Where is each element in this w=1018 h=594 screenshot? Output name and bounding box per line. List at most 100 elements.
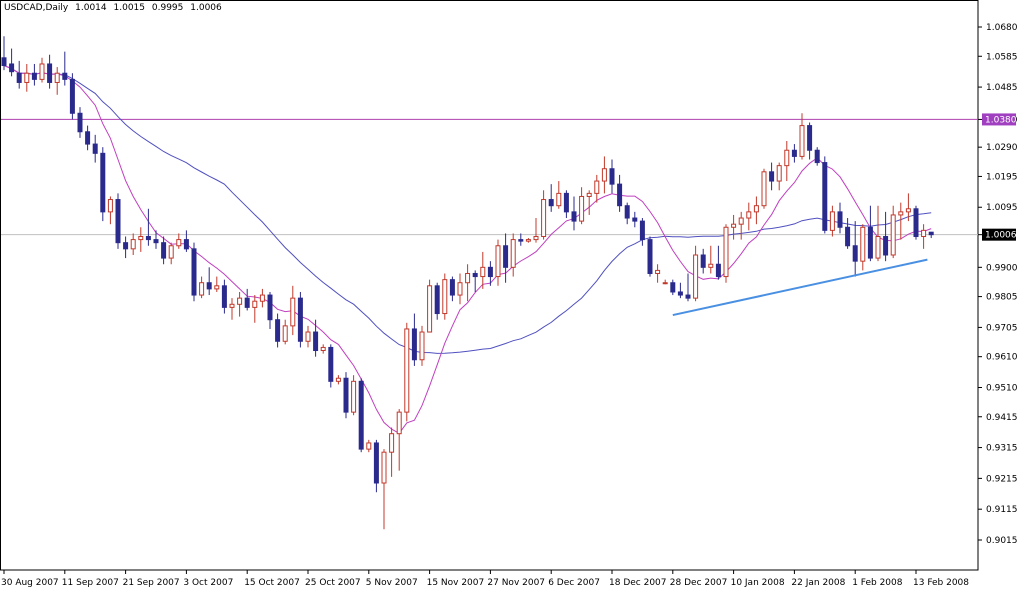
y-axis-label: 0.9805: [986, 293, 1018, 303]
bull-candle: [404, 328, 410, 413]
bull-candle: [24, 72, 30, 83]
y-axis-label: 1.0195: [986, 172, 1018, 182]
bear-candle: [769, 171, 775, 182]
bull-candle: [457, 282, 463, 296]
bear-candle: [852, 245, 858, 262]
bear-candle: [62, 72, 68, 80]
bear-candle: [183, 239, 189, 250]
x-axis-label: 11 Sep 2007: [62, 578, 119, 588]
bull-candle: [586, 192, 592, 197]
bull-candle: [579, 195, 585, 222]
bull-candle: [533, 236, 539, 241]
x-axis-label: 25 Oct 2007: [305, 578, 361, 588]
bear-candle: [343, 377, 349, 413]
x-axis-label: 18 Dec 2007: [609, 578, 667, 588]
bear-candle: [867, 226, 873, 259]
bull-candle: [199, 282, 205, 296]
x-axis-label: 22 Jan 2008: [791, 578, 845, 588]
bull-candle: [776, 165, 782, 182]
bull-candle: [921, 229, 927, 238]
bull-candle: [753, 205, 759, 213]
x-axis-label: 15 Nov 2007: [427, 578, 485, 588]
bear-candle: [791, 149, 797, 157]
symbol-timeframe: USDCAD,Daily: [4, 3, 69, 13]
bear-candle: [275, 319, 281, 342]
bear-candle: [31, 72, 37, 80]
y-axis-label: 1.0485: [986, 83, 1018, 93]
bear-candle: [16, 72, 22, 83]
bear-candle: [837, 211, 843, 228]
y-axis-label: 1.0290: [986, 143, 1018, 153]
bear-candle: [548, 199, 554, 207]
bear-candle: [571, 211, 577, 222]
bull-candle: [419, 331, 425, 361]
bull-candle: [130, 239, 136, 250]
y-axis-label: 0.9315: [986, 444, 1018, 454]
bull-candle: [252, 300, 258, 308]
bull-candle: [784, 149, 790, 167]
resistance-price-tag-bg: [982, 113, 1016, 126]
bull-candle: [480, 266, 486, 278]
bull-candle: [723, 226, 729, 278]
bear-candle: [563, 192, 569, 213]
bull-candle: [829, 211, 835, 231]
plot-frame: [0, 0, 979, 571]
symbol-header: USDCAD,Daily 1.0014 1.0015 0.9995 1.0006: [4, 3, 226, 13]
bear-candle: [297, 297, 303, 342]
y-axis-label: 0.9900: [986, 263, 1018, 273]
bear-candle: [700, 254, 706, 268]
bull-candle: [731, 223, 737, 228]
current-price-tag: 1.0006: [985, 231, 1017, 241]
bear-candle: [472, 272, 478, 278]
x-axis-label: 21 Sep 2007: [123, 578, 180, 588]
bear-candle: [913, 208, 919, 238]
bear-candle: [639, 220, 645, 241]
bull-candle: [427, 285, 433, 333]
bull-candle: [351, 380, 357, 413]
bull-candle: [39, 63, 45, 80]
y-axis-label: 0.9115: [986, 505, 1018, 515]
bear-candle: [100, 152, 106, 213]
bull-candle: [860, 226, 866, 262]
bear-candle: [1, 57, 7, 67]
bear-candle: [845, 226, 851, 247]
bull-candle: [138, 236, 144, 241]
x-axis-label: 27 Nov 2007: [487, 578, 545, 588]
bull-candle: [168, 245, 174, 259]
bull-candle: [541, 199, 547, 238]
bear-candle: [677, 291, 683, 296]
bear-candle: [244, 297, 250, 308]
slow-moving-average-line: [3, 65, 932, 354]
bull-candle: [761, 171, 767, 207]
bear-candle: [191, 248, 197, 296]
bear-candle: [685, 294, 691, 299]
bull-candle: [320, 346, 326, 352]
bear-candle: [221, 285, 227, 308]
y-axis-label: 1.0095: [986, 203, 1018, 213]
bear-candle: [487, 266, 493, 278]
bear-candle: [609, 168, 615, 185]
bear-candle: [518, 239, 524, 242]
bull-candle: [396, 411, 402, 435]
bear-candle: [77, 112, 83, 133]
bear-candle: [883, 236, 889, 256]
bull-candle: [229, 303, 235, 308]
x-axis-label: 5 Nov 2007: [366, 578, 418, 588]
bear-candle: [9, 63, 15, 73]
bull-candle: [662, 282, 668, 285]
bull-candle: [214, 285, 220, 290]
bear-candle: [617, 183, 623, 207]
bear-candle: [267, 294, 273, 321]
bull-candle: [601, 168, 607, 182]
y-axis-label: 1.0680: [986, 23, 1018, 33]
y-axis-label: 0.9015: [986, 536, 1018, 546]
bear-candle: [69, 78, 75, 114]
bull-candle: [442, 279, 448, 315]
bear-candle: [85, 131, 91, 145]
y-axis-label: 0.9610: [986, 353, 1018, 363]
bear-candle: [822, 162, 828, 231]
bull-candle: [875, 236, 881, 259]
bear-candle: [358, 380, 364, 450]
